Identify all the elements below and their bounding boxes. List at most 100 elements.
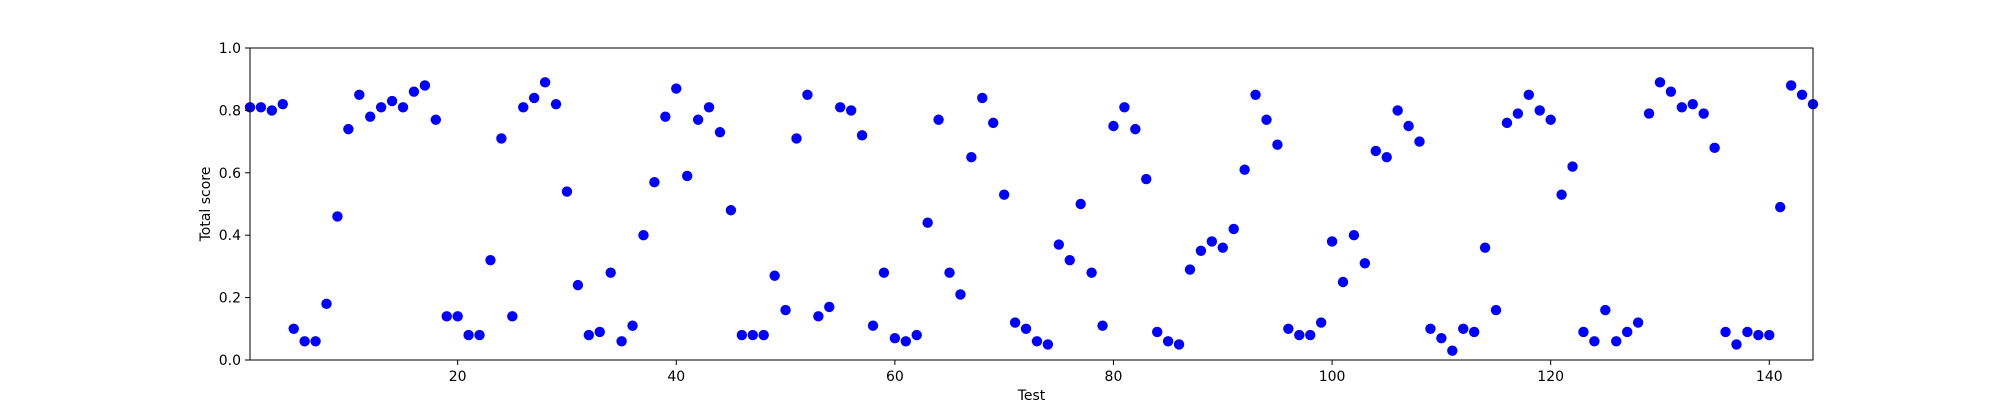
data-point [671, 83, 682, 94]
data-point [1294, 329, 1305, 341]
data-point [1545, 114, 1556, 125]
data-point [1698, 108, 1709, 119]
data-point [692, 114, 704, 125]
data-point [354, 89, 365, 101]
data-point [1479, 242, 1491, 253]
data-point [1578, 326, 1589, 338]
data-point [1162, 336, 1174, 347]
data-point [1195, 245, 1207, 256]
data-point [1665, 86, 1677, 97]
data-point [900, 336, 911, 347]
data-point [1742, 326, 1753, 338]
data-point [1031, 336, 1043, 347]
data-point [1403, 120, 1414, 132]
data-point [813, 311, 824, 322]
data-point [1556, 189, 1567, 200]
data-point [321, 298, 332, 310]
data-point [1490, 304, 1502, 316]
data-point [365, 111, 376, 122]
data-point [1468, 326, 1480, 338]
data-point [780, 304, 791, 316]
data-point [1239, 164, 1250, 175]
data-point [1184, 264, 1196, 275]
data-point [1173, 339, 1185, 350]
y-tick-label: 0.0 [219, 353, 241, 369]
data-point [1621, 326, 1633, 338]
data-point [1261, 114, 1272, 125]
data-point [1534, 105, 1545, 116]
data-point [1337, 276, 1349, 288]
data-point [1141, 173, 1152, 185]
data-point [1687, 98, 1698, 110]
data-point [430, 114, 442, 125]
data-point [1326, 236, 1338, 247]
x-tick-label: 20 [449, 369, 467, 385]
data-point [1348, 230, 1360, 241]
data-point [550, 98, 562, 110]
data-point [758, 329, 769, 341]
data-point [1108, 120, 1119, 132]
data-point [856, 130, 868, 141]
data-point [1130, 123, 1141, 135]
ticks-layer: 20 40 60 80 100 120 140 0.0 0.2 0.4 0.6 0.8 1.0 [219, 41, 1783, 385]
data-point [474, 329, 485, 341]
data-point [310, 336, 321, 347]
data-point [867, 320, 879, 331]
data-point [397, 102, 409, 113]
data-point [1632, 317, 1644, 328]
data-point [714, 127, 726, 138]
data-point [277, 98, 288, 110]
data-point [605, 267, 616, 278]
data-point [944, 267, 955, 278]
data-point [966, 152, 977, 163]
data-point [583, 329, 595, 341]
data-point [889, 332, 901, 344]
data-point [1042, 339, 1054, 350]
data-point [616, 336, 627, 347]
data-point [824, 301, 835, 313]
data-point [1064, 254, 1075, 266]
data-point [1676, 102, 1688, 113]
data-point [408, 86, 420, 97]
data-point [1458, 323, 1469, 334]
y-tick-label: 0.2 [219, 291, 241, 307]
data-point [1796, 89, 1808, 101]
plot-frame [249, 47, 1814, 361]
data-point [1764, 329, 1775, 341]
data-point [441, 311, 452, 322]
data-point [747, 329, 758, 341]
data-point [1009, 317, 1021, 328]
data-point [1414, 136, 1425, 147]
data-point [660, 111, 671, 122]
data-point [769, 270, 780, 281]
x-axis-label: Test [1017, 388, 1046, 400]
data-point [988, 117, 999, 129]
data-point [703, 102, 715, 113]
data-point [1283, 323, 1294, 334]
data-point [922, 217, 933, 228]
data-point [288, 323, 299, 334]
data-point [1053, 239, 1065, 250]
data-point [1097, 320, 1108, 331]
data-point [1119, 102, 1130, 113]
data-point [1086, 267, 1097, 278]
y-tick-label: 1.0 [219, 41, 241, 57]
data-point [375, 102, 387, 113]
data-point [539, 77, 551, 88]
data-point [802, 89, 813, 101]
data-point [1720, 326, 1731, 338]
data-point [1731, 339, 1742, 350]
data-point [1654, 77, 1666, 88]
data-point [682, 170, 693, 182]
data-point [1447, 345, 1458, 356]
data-point [561, 186, 573, 197]
data-point [419, 80, 431, 91]
data-point [343, 123, 354, 135]
y-tick-label: 0.6 [219, 166, 241, 182]
data-point [1392, 105, 1403, 116]
data-point [594, 326, 605, 338]
data-point [1206, 236, 1218, 247]
data-point [1753, 329, 1764, 341]
